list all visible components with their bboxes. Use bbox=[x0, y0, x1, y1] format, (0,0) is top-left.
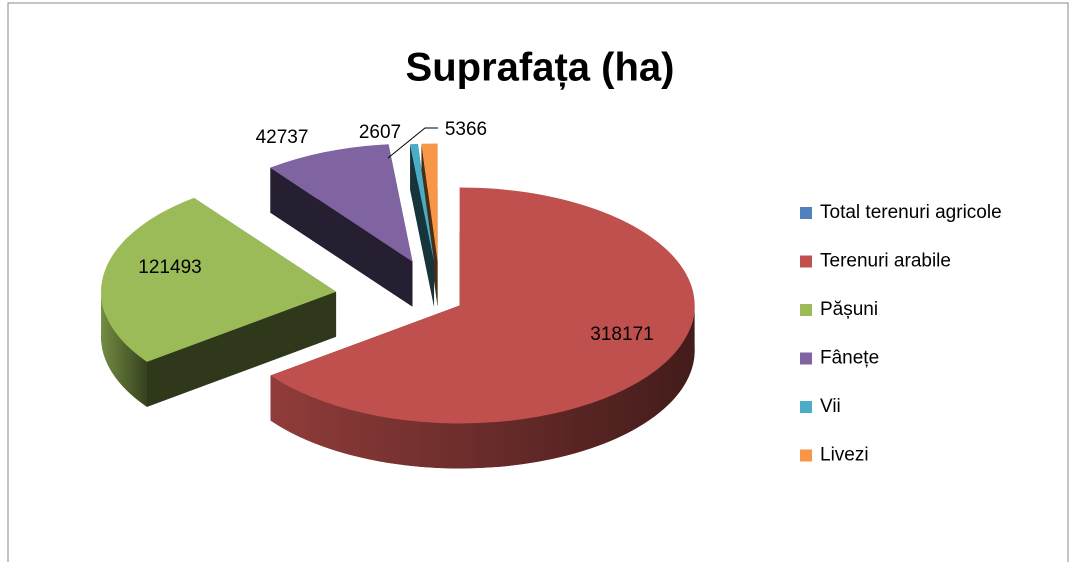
slice-top bbox=[421, 143, 438, 262]
slice-top bbox=[270, 144, 413, 262]
legend-label: Terenuri arabile bbox=[820, 251, 951, 272]
legend-label: Livezi bbox=[820, 445, 869, 466]
slice bbox=[410, 143, 435, 307]
data-label: 42737 bbox=[256, 127, 309, 148]
data-label: 318171 bbox=[590, 324, 653, 345]
legend-swatch bbox=[800, 401, 812, 413]
legend-swatch bbox=[800, 352, 812, 365]
leader-line bbox=[387, 127, 438, 159]
slice-top bbox=[270, 187, 695, 424]
legend-label: Total terenuri agricole bbox=[820, 202, 1002, 223]
data-label: 2607 bbox=[359, 122, 401, 143]
slice-side bbox=[270, 167, 413, 307]
slice bbox=[101, 197, 337, 407]
legend-label: Fânețe bbox=[820, 348, 879, 369]
slice-side bbox=[146, 291, 337, 407]
chart-title: Suprafața (ha) bbox=[406, 46, 675, 90]
legend-swatch bbox=[800, 255, 812, 268]
slice-wall bbox=[270, 305, 695, 469]
data-label: 5366 bbox=[445, 119, 487, 140]
data-label: 121493 bbox=[138, 257, 201, 278]
legend-swatch bbox=[800, 207, 812, 219]
slice bbox=[270, 144, 413, 307]
legend-label: Vii bbox=[820, 396, 841, 417]
slice-side bbox=[410, 144, 435, 307]
legend-swatch bbox=[800, 304, 812, 316]
legend-swatch bbox=[800, 449, 812, 462]
slice-top bbox=[410, 143, 435, 262]
slice-top bbox=[101, 197, 337, 362]
legend-label: Pășuni bbox=[820, 299, 878, 320]
slice-wall bbox=[101, 291, 147, 407]
slice bbox=[270, 187, 695, 469]
